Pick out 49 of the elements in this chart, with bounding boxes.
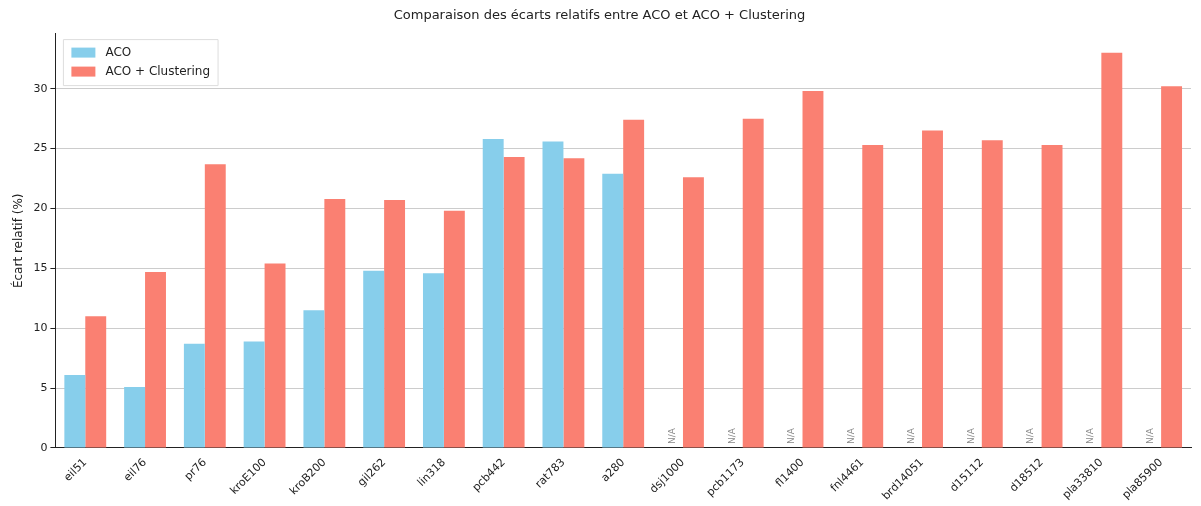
bar [862,144,884,448]
bar [204,164,226,448]
legend-label: ACO + Clustering [105,63,211,78]
annotation: N/A [666,427,677,444]
annotation: N/A [1085,427,1096,444]
annotation: N/A [726,427,737,444]
annotation: N/A [846,427,857,444]
bar [742,118,764,448]
bar [145,271,166,448]
bar [243,341,265,448]
y-tick-label: 30 [33,81,48,95]
bar [563,158,585,448]
annotation: N/A [786,427,797,444]
bar [482,138,504,448]
bar [623,119,645,448]
annotation: N/A [905,427,916,444]
bar [802,91,824,448]
annotation: N/A [1025,427,1036,444]
legend-label: ACO [105,44,132,59]
bar [363,270,385,448]
bar [64,374,86,448]
bar [324,198,346,448]
bar [1041,144,1063,448]
bar [503,156,525,448]
bar [682,177,704,448]
annotation: N/A [1145,427,1155,444]
y-tick-label: 25 [33,141,48,155]
bar [264,263,286,448]
bar [303,310,325,448]
bar [183,343,205,448]
bar [542,141,564,448]
bar [124,386,146,448]
bar [981,140,1003,448]
chart-title: Comparaison des écarts relatifs entre ACO et ACO + Clustering [393,7,806,23]
bar [1101,52,1123,448]
bar [422,273,444,448]
y-tick-label: 20 [33,201,48,215]
bar [1161,86,1183,448]
bar [922,130,943,448]
y-tick-label: 0 [40,440,48,454]
y-tick-label: 10 [33,321,48,335]
y-tick-label: 15 [33,261,48,275]
y-tick-label: 5 [40,380,48,394]
bar [443,210,465,448]
bar [384,200,406,448]
annotation: N/A [965,427,976,444]
bar [602,173,624,448]
y-axis-title: Écart relatif (%) [10,193,26,289]
bar [85,316,107,448]
